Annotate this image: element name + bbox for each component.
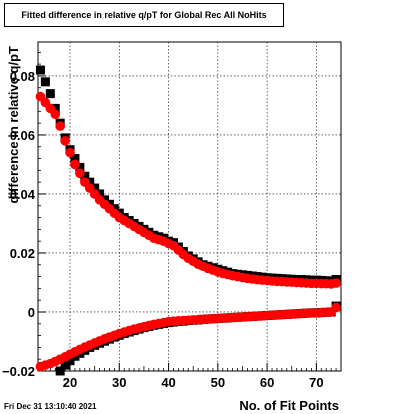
data-point-black [65, 356, 75, 366]
data-point-red [70, 159, 80, 170]
data-point-black [75, 162, 85, 172]
x-tick-label: 50 [211, 375, 225, 390]
x-tick-label: 60 [260, 375, 274, 390]
data-point-black [60, 360, 70, 370]
data-point-red [60, 136, 70, 146]
data-point-black [35, 65, 45, 75]
data-point-black [55, 366, 65, 376]
data-point-black [45, 89, 55, 99]
y-tick-label: 0.06 [10, 128, 35, 143]
y-tick-label: −0.02 [2, 364, 35, 379]
data-point-black [80, 171, 90, 181]
tick-labels: 20 30 40 50 60 70 −0.02 0 0.02 0.04 0.06 0.08 [2, 69, 324, 390]
timestamp-footer: Fri Dec 31 13:10:40 2021 [4, 402, 97, 411]
data-point-red [50, 109, 61, 120]
data-point-black [95, 189, 105, 199]
data-point-red [331, 278, 341, 288]
x-tick-label: 70 [309, 375, 323, 390]
y-tick-label: 0.04 [10, 187, 36, 202]
data-markers [35, 65, 341, 376]
chart-title-box: Fitted difference in relative q/pT for G… [4, 3, 284, 27]
y-tick-label: 0 [28, 305, 35, 320]
data-point-red [55, 121, 65, 131]
x-tick-label: 30 [112, 375, 126, 390]
data-point-red [65, 147, 75, 158]
y-axis-label: difference in relative q/pT [6, 46, 21, 204]
data-point-black [70, 154, 80, 164]
data-point-black [50, 103, 60, 113]
x-axis-label: No. of Fit Points [239, 398, 339, 413]
data-point-black [85, 177, 95, 187]
data-point-red [75, 168, 85, 179]
x-tick-label: 40 [161, 375, 175, 390]
data-point-black [40, 77, 50, 87]
x-tick-label: 20 [63, 375, 77, 390]
chart-title: Fitted difference in relative q/pT for G… [21, 10, 267, 20]
data-point-red [331, 302, 341, 313]
y-tick-label: 0.08 [10, 69, 35, 84]
y-tick-label: 0.02 [10, 246, 35, 261]
data-point-black [90, 183, 100, 193]
